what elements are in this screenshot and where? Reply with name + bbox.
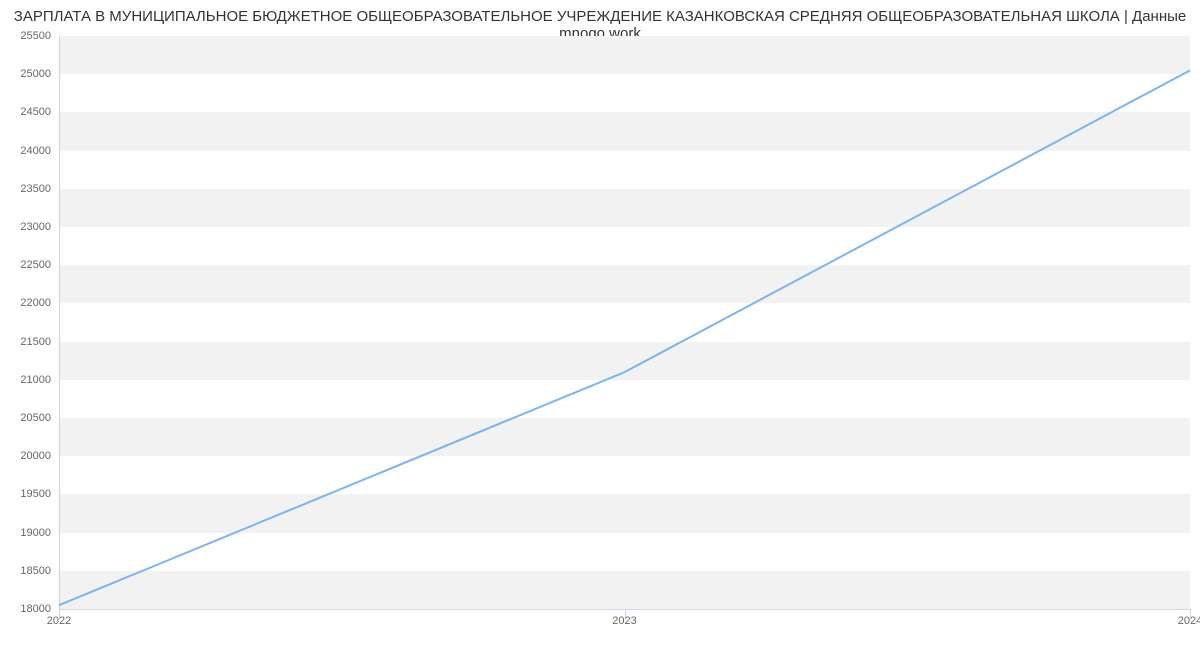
y-tick-label: 20000 — [20, 450, 51, 462]
plot-area: 1800018500190001950020000205002100021500… — [59, 36, 1190, 609]
y-tick-label: 25500 — [20, 30, 51, 42]
y-tick-label: 18500 — [20, 565, 51, 577]
y-tick-label: 21500 — [20, 336, 51, 348]
y-tick-label: 24500 — [20, 106, 51, 118]
y-tick-label: 22500 — [20, 259, 51, 271]
y-tick-label: 24000 — [20, 145, 51, 157]
y-tick-label: 25000 — [20, 68, 51, 80]
series-line — [59, 36, 1190, 609]
x-tick-label: 2024 — [1178, 615, 1200, 627]
y-tick-label: 23500 — [20, 183, 51, 195]
y-tick-label: 21000 — [20, 374, 51, 386]
x-tick-label: 2023 — [612, 615, 636, 627]
y-tick-label: 22000 — [20, 297, 51, 309]
y-tick-label: 19000 — [20, 527, 51, 539]
salary-line-chart: ЗАРПЛАТА В МУНИЦИПАЛЬНОЕ БЮДЖЕТНОЕ ОБЩЕО… — [0, 0, 1200, 650]
y-tick-label: 18000 — [20, 603, 51, 615]
y-tick-label: 19500 — [20, 488, 51, 500]
x-tick-label: 2022 — [47, 615, 71, 627]
y-tick-label: 20500 — [20, 412, 51, 424]
y-tick-label: 23000 — [20, 221, 51, 233]
